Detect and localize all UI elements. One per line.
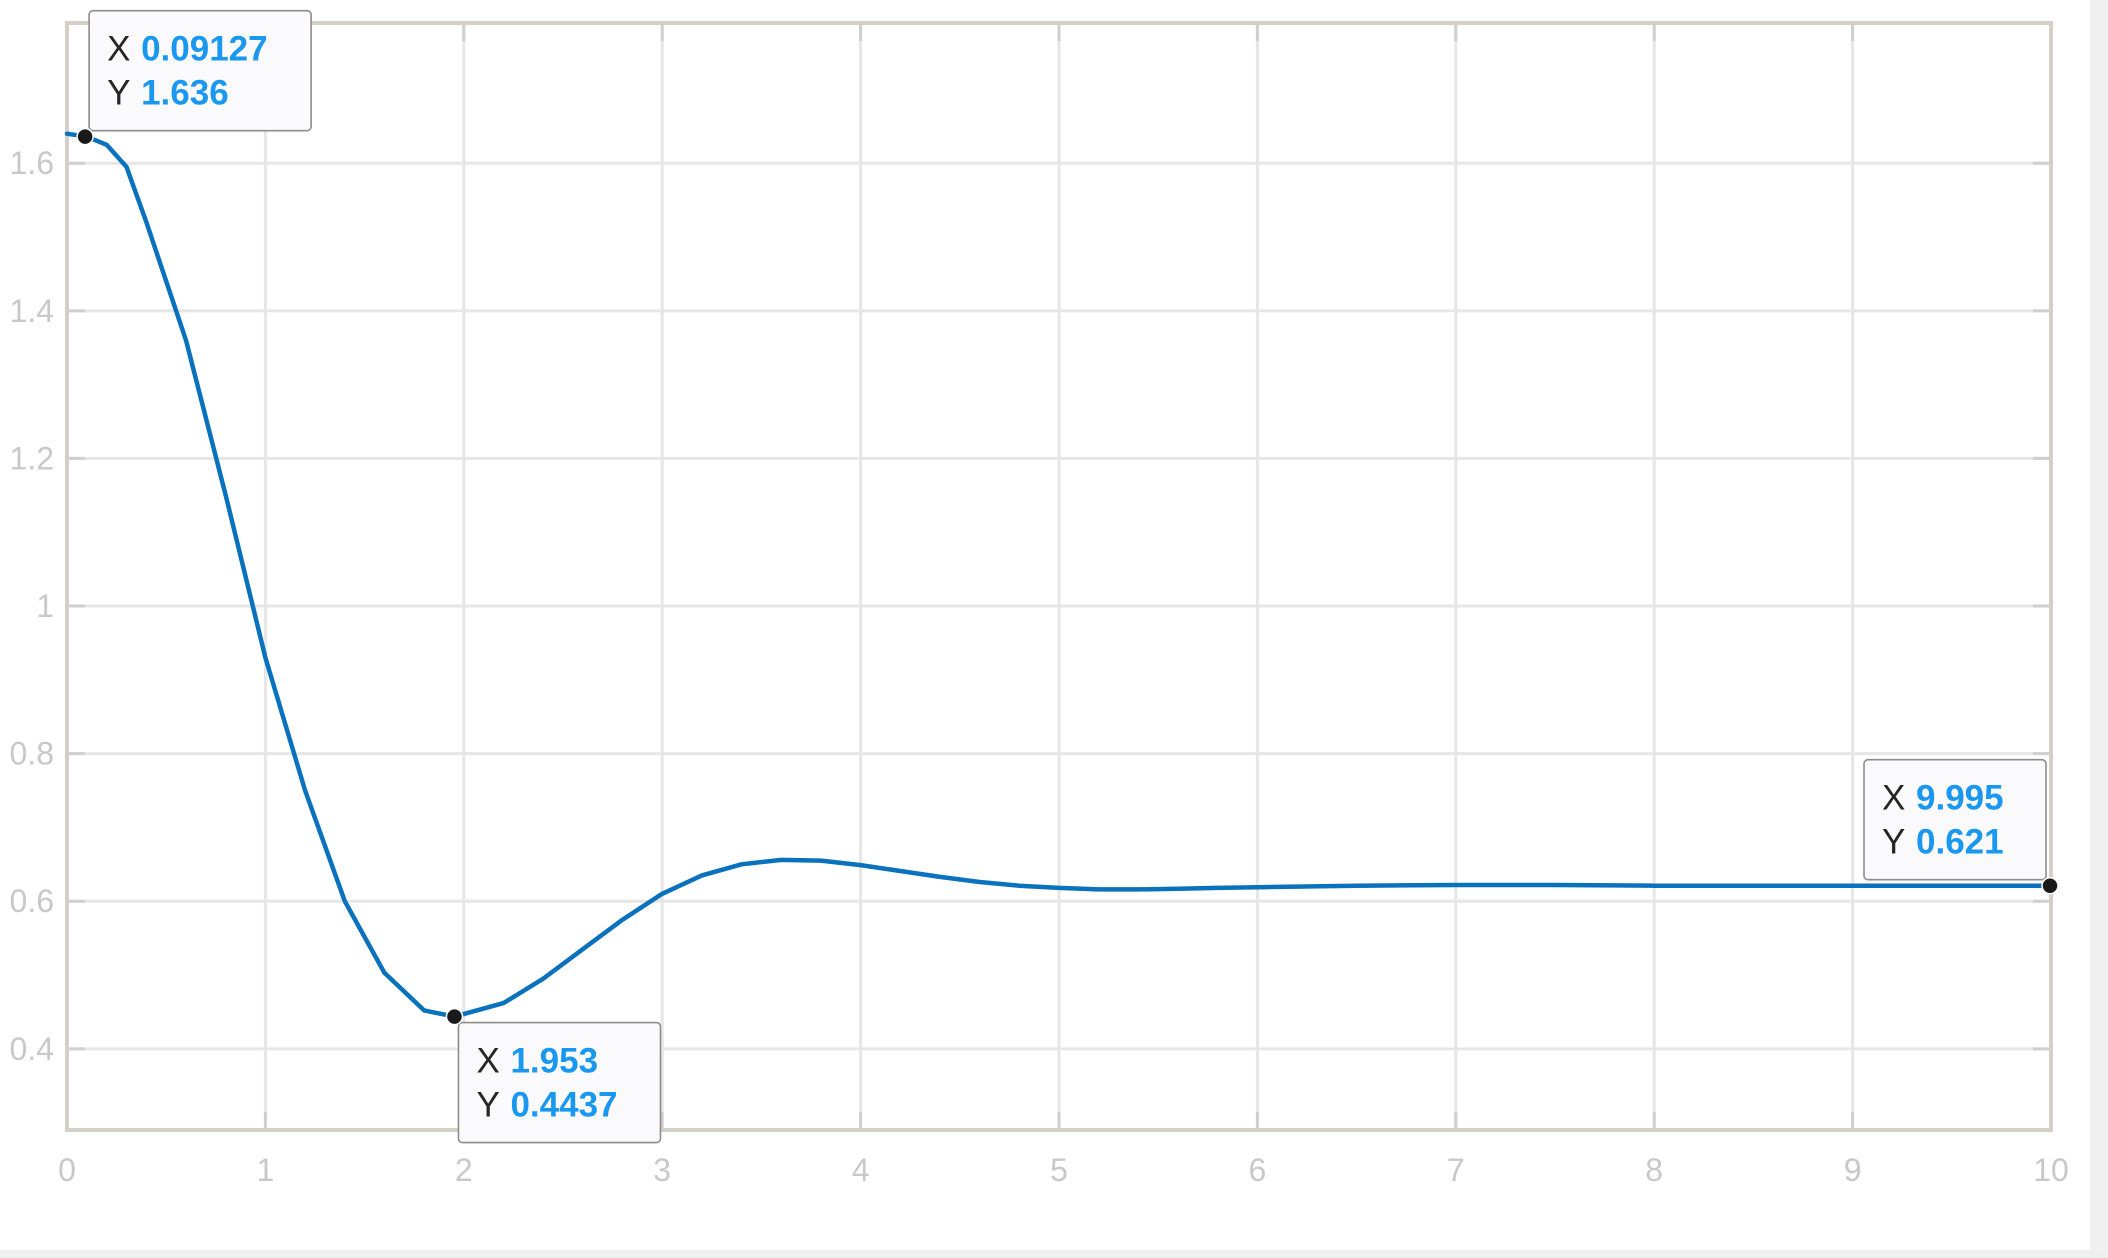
y-tick-label: 1.6: [10, 145, 54, 181]
y-tick-label: 0.6: [10, 883, 54, 919]
x-tick-label: 8: [1645, 1152, 1663, 1188]
x-tick-label: 1: [257, 1152, 275, 1188]
y-tick-label: 0.8: [10, 736, 54, 772]
datatips[interactable]: X 0.09127 Y 1.636 X 1.953 Y 0.4437 X 9.995 Y 0.621: [76, 9, 2059, 1144]
datatip-x-label: X: [1882, 779, 1905, 818]
x-tick-label: 7: [1447, 1152, 1465, 1188]
x-tick-label: 2: [455, 1152, 473, 1188]
x-tick-label: 6: [1249, 1152, 1267, 1188]
datatip-marker: [445, 1007, 464, 1026]
datatip-box: [1863, 758, 2047, 881]
y-tick-label: 1.2: [10, 440, 54, 476]
y-tick-label: 1: [36, 588, 54, 624]
datatip[interactable]: X 1.953 Y 0.4437: [445, 1007, 662, 1144]
datatip-marker: [76, 127, 94, 146]
datatip-x-value: 0.09127: [141, 30, 268, 69]
plot-border: [65, 21, 2053, 1132]
x-tick-label: 4: [852, 1152, 870, 1188]
x-tick-label: 10: [2033, 1152, 2069, 1188]
datatip-marker: [2041, 876, 2059, 895]
datatip-box: [88, 9, 312, 132]
datatip[interactable]: X 9.995 Y 0.621: [1863, 758, 2059, 895]
datatip-x-value: 1.953: [510, 1042, 598, 1081]
x-tick-label: 5: [1050, 1152, 1068, 1188]
datatip-x-label: X: [476, 1042, 499, 1081]
right-edge-strip: [2090, 0, 2108, 1258]
x-tick-label: 3: [653, 1152, 671, 1188]
tick-labels: 0 1 2 3 4 5 6 7 8 9 10 0.4 0.6 0.8 1 1.2 1.4 1.6: [10, 145, 2069, 1188]
series-layer: [64, 131, 2053, 1019]
datatip-x-label: X: [107, 30, 130, 69]
y-tick-label: 0.4: [10, 1031, 54, 1067]
x-tick-label: 0: [58, 1152, 76, 1188]
grid: [67, 23, 2051, 1130]
bottom-edge-strip: [0, 1250, 2108, 1258]
datatip-y-label: Y: [1882, 823, 1905, 862]
datatip-y-label: Y: [107, 74, 130, 113]
datatip[interactable]: X 0.09127 Y 1.636: [76, 9, 312, 146]
x-tick-label: 9: [1844, 1152, 1862, 1188]
datatip-x-value: 9.995: [1916, 779, 2004, 818]
datatip-y-label: Y: [476, 1086, 499, 1125]
y-tick-label: 1.4: [10, 293, 54, 329]
datatip-box: [457, 1021, 662, 1144]
series-line: [64, 131, 2053, 1019]
datatip-y-value: 1.636: [141, 74, 229, 113]
datatip-y-value: 0.621: [1916, 823, 2004, 862]
datatip-y-value: 0.4437: [510, 1086, 617, 1125]
